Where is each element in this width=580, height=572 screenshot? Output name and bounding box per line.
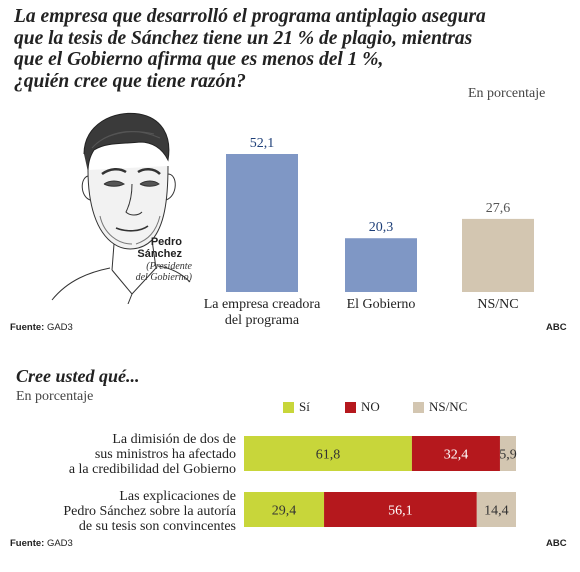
segment-value-label: 61,8 [316,448,341,463]
source-note-1: Fuente: GAD3 [10,322,73,333]
question-label-1: La dimisión de dos de sus ministros ha a… [0,432,236,477]
question-line: a la credibilidad del Gobierno [68,462,236,477]
credit-1: ABC [546,322,567,333]
legend-item-si: Sí [283,399,310,415]
question-line: sus ministros ha afectado [94,447,236,462]
person-role-line: (Presidente [146,261,192,272]
stacked-segment [324,492,477,527]
source-value: GAD3 [46,538,73,549]
category-label: del programa [225,313,300,328]
legend-label: NS/NC [429,399,468,414]
person-name-line: Pedro [150,236,182,248]
segment-value-label: 5,9 [499,448,517,463]
title-line: que la tesis de Sánchez tiene un 21 % de… [14,27,473,49]
legend-label: Sí [299,399,310,414]
stacked-segment [244,492,325,527]
stacked-segment [244,436,412,471]
question-label-2: Las explicaciones de Pedro Sánchez sobre… [0,489,236,534]
segment-value-label: 14,4 [484,504,509,519]
person-role: (Presidente del Gobierno) [110,261,192,283]
question-line: La dimisión de dos de [112,432,236,447]
source-note-2: Fuente: GAD3 [10,538,73,549]
unit-label-top: En porcentaje [468,86,546,101]
segment-value-label: 32,4 [444,448,469,463]
legend-item-nsnc: NS/NC [413,399,467,415]
bar-value-label: 27,6 [486,201,511,216]
bar [462,218,534,292]
person-role-line: del Gobierno) [135,272,192,283]
title-line: que el Gobierno afirma que es menos del … [14,49,384,70]
stacked-segment [499,436,516,471]
title-line: La empresa que desarrolló el programa an… [14,6,486,27]
portrait-illustration [51,112,191,304]
source-value: GAD3 [46,322,73,333]
category-label: NS/NC [477,297,518,312]
legend-swatch-si [283,401,294,413]
unit-label-2: En porcentaje [16,389,94,404]
segment-value-label: 56,1 [388,504,413,519]
question-line: de su tesis son convincentes [78,519,236,534]
credit-2: ABC [546,538,567,549]
bar-value-label: 20,3 [369,220,394,235]
source-label: Fuente: [10,322,45,333]
source-label: Fuente: [10,538,45,549]
segment-value-label: 29,4 [272,504,297,519]
bar-value-label: 52,1 [250,136,275,151]
stacked-segment [476,492,516,527]
chart-title: La empresa que desarrolló el programa an… [14,6,574,92]
bar [226,154,298,292]
legend-swatch-no [345,401,356,413]
bar [345,238,417,292]
person-name: Pedro Sánchez [110,236,182,260]
title-line: ¿quién cree que tiene razón? [14,70,246,92]
legend-label: NO [361,399,380,414]
section-title-2: Cree usted qué... [16,366,140,386]
legend-swatch-nsnc [413,401,424,413]
question-line: Pedro Sánchez sobre la autoría [63,504,236,519]
category-label: La empresa creadora [204,297,321,312]
stacked-segment [411,436,500,471]
person-name-line: Sánchez [137,248,182,260]
legend-item-no: NO [345,399,380,415]
category-label: El Gobierno [347,297,416,312]
question-line: Las explicaciones de [119,489,236,504]
